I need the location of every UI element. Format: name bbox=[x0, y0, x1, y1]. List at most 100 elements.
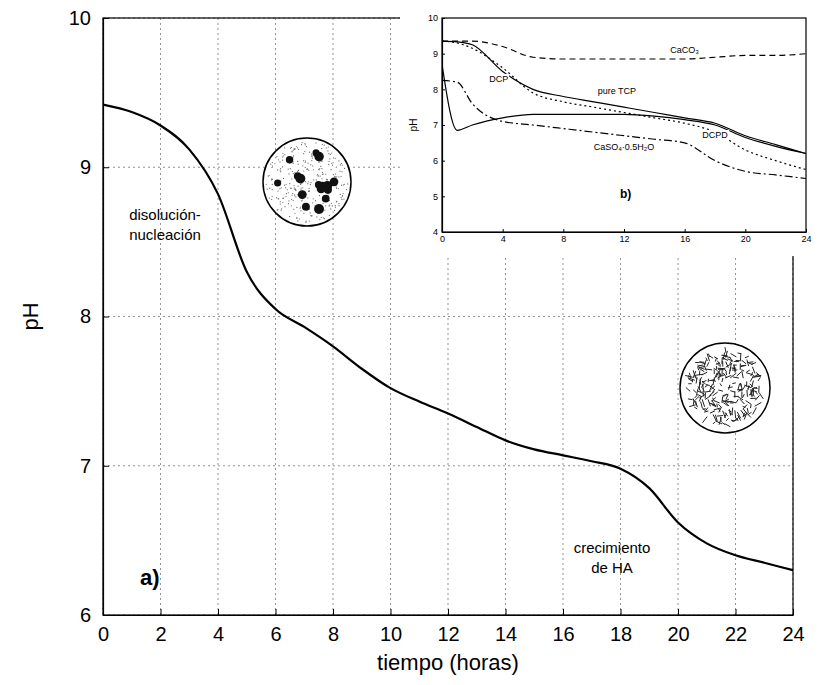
icon-crystal bbox=[738, 383, 740, 390]
icon-speck bbox=[279, 161, 280, 162]
icon-crystal bbox=[714, 368, 718, 370]
icon-speck bbox=[279, 188, 280, 189]
icon-speck bbox=[297, 220, 298, 221]
icon-speck bbox=[310, 182, 311, 183]
icon-speck bbox=[285, 187, 286, 188]
icon-speck bbox=[333, 211, 334, 212]
icon-crystal bbox=[707, 362, 709, 366]
tick-label: 20 bbox=[741, 234, 751, 244]
icon-speck bbox=[293, 200, 294, 201]
icon-crystal bbox=[752, 367, 755, 374]
icon-speck bbox=[330, 154, 331, 155]
icon-crystal bbox=[713, 422, 715, 424]
axis-line bbox=[443, 232, 807, 233]
series-label-group: pure TCP bbox=[597, 86, 637, 96]
icon-speck bbox=[323, 217, 324, 218]
series-label: DCP bbox=[489, 74, 508, 84]
tick-mark bbox=[442, 232, 445, 233]
tick-mark bbox=[103, 18, 109, 19]
icon-speck bbox=[301, 200, 302, 201]
icon-speck bbox=[282, 198, 283, 199]
icon-speck bbox=[302, 199, 303, 200]
icon-crystal bbox=[731, 354, 737, 357]
icon-speck bbox=[317, 175, 318, 176]
tick-label: 16 bbox=[680, 234, 690, 244]
icon-speck bbox=[288, 192, 289, 193]
icon-speck bbox=[319, 168, 320, 169]
tick-label: 6 bbox=[80, 604, 91, 626]
tick: 7 bbox=[80, 455, 109, 477]
tick: 6 bbox=[433, 156, 445, 166]
icon-speck bbox=[346, 189, 347, 190]
icon-crystal bbox=[734, 410, 736, 418]
icon-circle bbox=[263, 138, 351, 226]
icon-speck bbox=[277, 169, 278, 170]
icon-crystal bbox=[732, 382, 735, 384]
tick: 16 bbox=[552, 609, 574, 645]
icon-crystal bbox=[699, 365, 703, 367]
icon-crystal bbox=[702, 399, 704, 407]
icon-speck bbox=[344, 168, 345, 169]
icon-speck bbox=[293, 185, 294, 186]
x-axis: 04812162024 bbox=[440, 229, 812, 244]
icon-speck bbox=[292, 195, 293, 196]
icon-speck bbox=[290, 188, 291, 189]
icon-crystal bbox=[729, 409, 730, 415]
icon-crystal bbox=[696, 378, 697, 384]
icon-speck bbox=[326, 179, 327, 180]
icon-speck bbox=[280, 203, 281, 204]
icon-speck bbox=[341, 163, 342, 164]
icon-speck bbox=[325, 173, 326, 174]
tick-mark bbox=[442, 89, 445, 90]
series-line bbox=[442, 41, 806, 169]
icon-crystal bbox=[742, 371, 743, 379]
tick: 20 bbox=[667, 609, 689, 645]
icon-speck bbox=[331, 152, 332, 153]
icon-crystal bbox=[746, 401, 752, 405]
icon-crystal bbox=[755, 395, 759, 400]
icon-crystal bbox=[741, 392, 742, 398]
label-background bbox=[669, 45, 700, 55]
icon-speck bbox=[310, 212, 311, 213]
icon-speck bbox=[278, 198, 279, 199]
chart: 024681012141618202224678910tiempo (horas… bbox=[0, 0, 828, 685]
icon-speck bbox=[281, 208, 282, 209]
icon-speck bbox=[324, 218, 325, 219]
tick-label: 0 bbox=[98, 623, 109, 645]
icon-crystal bbox=[726, 362, 729, 368]
icon-crystal bbox=[714, 401, 720, 403]
tick-mark bbox=[624, 229, 625, 232]
icon-speck bbox=[335, 207, 336, 208]
icon-crystal bbox=[749, 391, 753, 395]
series-line bbox=[442, 41, 806, 153]
tick-mark bbox=[161, 609, 162, 615]
icon-speck bbox=[293, 155, 294, 156]
icon-speck bbox=[289, 183, 290, 184]
icon-crystal bbox=[720, 417, 722, 422]
icon-speck bbox=[312, 202, 313, 203]
icon-nucleus bbox=[302, 203, 310, 211]
tick-label: 20 bbox=[667, 623, 689, 645]
icon-crystal bbox=[742, 360, 746, 363]
icon-speck bbox=[276, 156, 277, 157]
icon-speck bbox=[338, 205, 339, 206]
icon-crystal bbox=[725, 369, 727, 372]
tick-label: 6 bbox=[433, 156, 438, 166]
icon-crystal bbox=[703, 409, 705, 411]
icon-speck bbox=[292, 163, 293, 164]
icon-nucleus bbox=[274, 179, 281, 186]
icon-crystal bbox=[755, 402, 762, 406]
tick-mark bbox=[621, 609, 622, 615]
icon-speck bbox=[300, 206, 301, 207]
icon-speck bbox=[287, 189, 288, 190]
icon-speck bbox=[336, 201, 337, 202]
icon-speck bbox=[272, 162, 273, 163]
icon-speck bbox=[308, 188, 309, 189]
icon-speck bbox=[344, 184, 345, 185]
icon-speck bbox=[269, 188, 270, 189]
tick: 2 bbox=[155, 609, 166, 645]
axis-line bbox=[104, 615, 794, 616]
icon-crystal bbox=[727, 359, 733, 362]
tick: 7 bbox=[433, 120, 445, 130]
icon-speck bbox=[328, 161, 329, 162]
